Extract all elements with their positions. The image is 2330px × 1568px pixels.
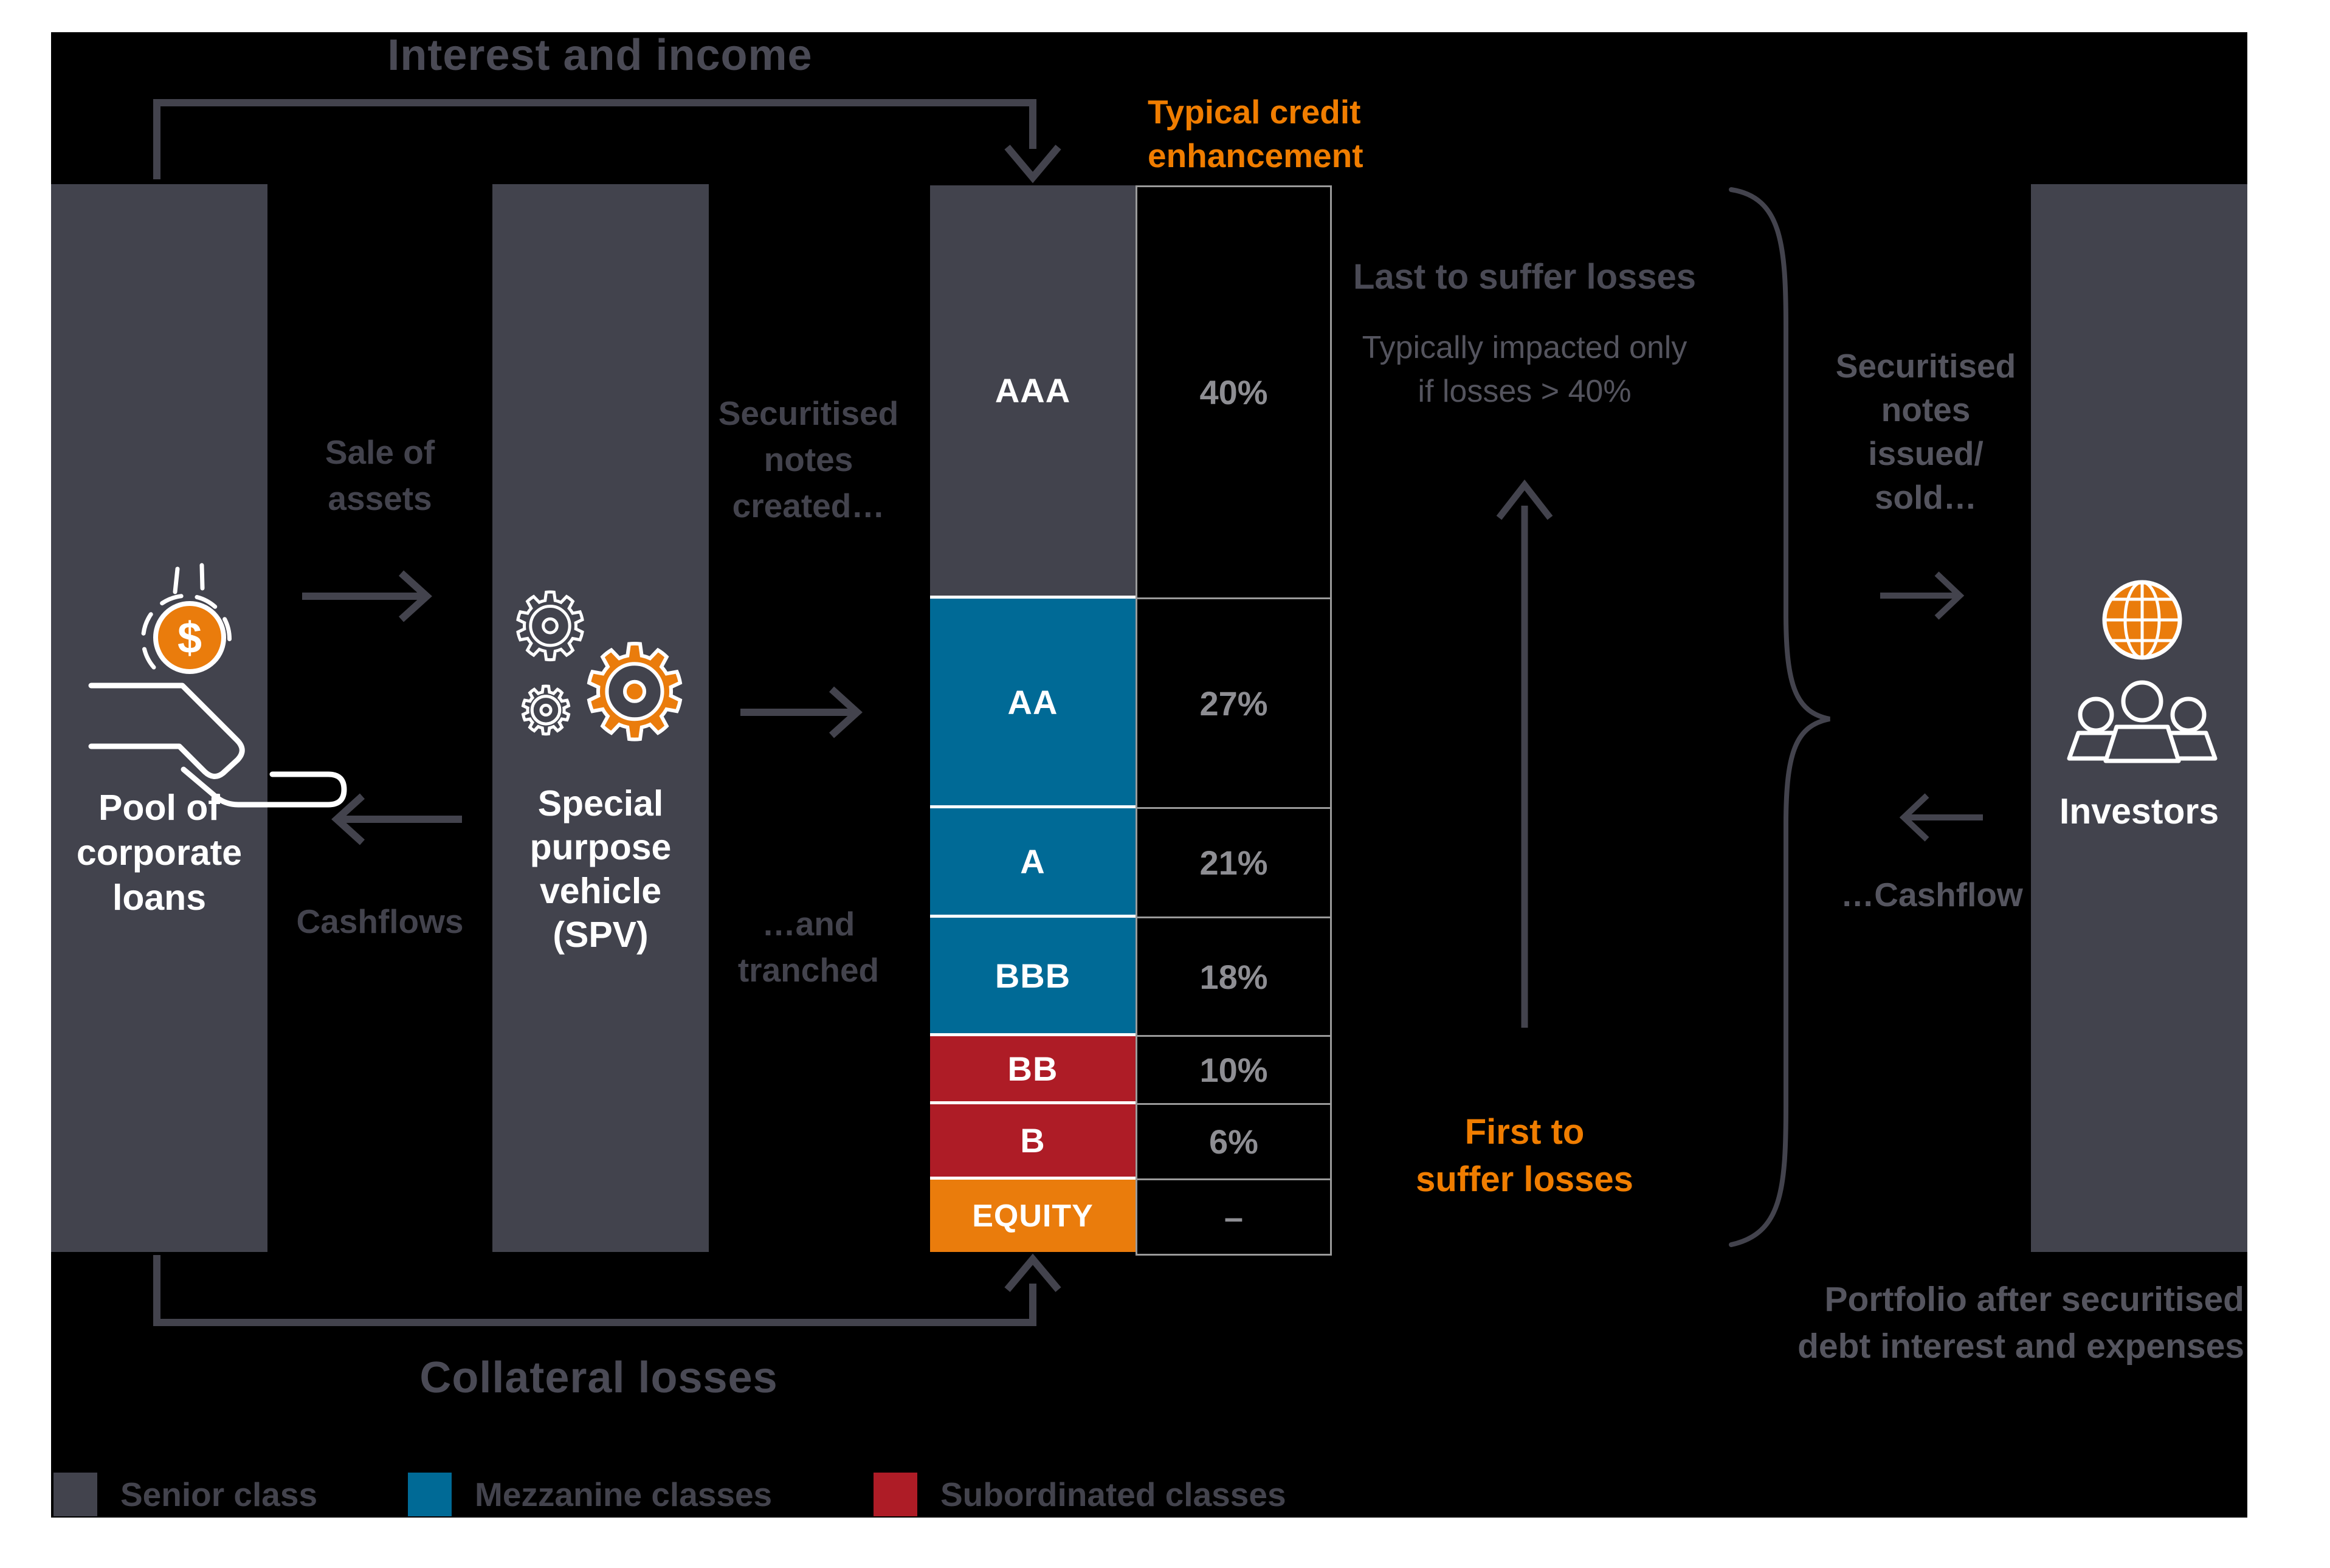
label-line: notes [763,441,853,478]
tranche-stack: AAA AA A BBB BB B EQUITY [930,185,1136,1252]
mezzanine-swatch [408,1473,452,1516]
label-line: Portfolio after securitised [1824,1280,2245,1319]
last-to-suffer-detail: Typically impacted only if losses > 40% [1312,326,1737,413]
pool-label: Pool of corporate loans [57,785,261,920]
tranche-row-aaa: AAA [930,185,1136,596]
investors-label: Investors [2059,791,2219,831]
label-line: loans [112,878,207,918]
pct-cell: 10% [1137,1035,1330,1103]
tranche-row-equity: EQUITY [930,1177,1136,1252]
label-line: Pool of [98,788,220,828]
label-line: …and [762,905,855,943]
pct-cell: 6% [1137,1103,1330,1178]
label-line: Sale of [325,433,435,471]
label-line: (SPV) [553,915,649,955]
legend-item-mezzanine: Mezzanine classes [408,1473,772,1516]
label-line: debt interest and expenses [1797,1327,2244,1366]
legend-label: Senior class [120,1476,318,1513]
pct-cell: 21% [1137,807,1330,916]
first-to-suffer-label: First to suffer losses [1373,1109,1677,1203]
pool-column [51,184,267,1252]
cashflow-return-label: …Cashflow [1841,876,2023,913]
subordinated-swatch [874,1473,917,1516]
label-line: if losses > 40% [1418,374,1632,409]
tranche-row-bb: BB [930,1033,1136,1101]
tranche-label: EQUITY [972,1198,1094,1234]
label-line: vehicle [539,871,662,911]
label-line: notes [1881,391,1971,428]
tranche-label: AAA [994,371,1071,410]
label-line: Special [537,783,664,824]
label-line: assets [328,480,432,517]
label-line: created… [732,487,885,524]
senior-swatch [53,1473,97,1516]
pct-cell: 40% [1199,373,1268,411]
gear-icon: ⚙ [515,673,576,748]
credit-enhancement-table: 40% 27% 21% 18% 10% 6% – [1136,185,1332,1256]
portfolio-note: Portfolio after securitised debt interes… [1636,1276,2244,1370]
investors-column [2031,184,2247,1252]
legend-item-senior: Senior class [53,1473,317,1516]
tranche-row-b: B [930,1101,1136,1177]
tranche-label: BB [1007,1050,1058,1088]
legend-label: Subordinated classes [940,1476,1286,1513]
notes-created-label: Securitised notes created… [717,390,900,529]
credit-enhancement-header: Typical credit enhancement [1148,90,1403,177]
legend-item-subordinated: Subordinated classes [874,1473,1286,1516]
title-interest-income: Interest and income [387,31,813,80]
title-collateral-losses: Collateral losses [419,1353,778,1402]
label-line: enhancement [1148,137,1363,174]
label-line: First to [1464,1112,1585,1152]
spv-column [492,184,709,1252]
label-line: corporate [76,833,243,873]
tranche-label: A [1020,842,1046,881]
sale-of-assets-label: Sale of assets [280,429,480,521]
gear-icon: ⚙ [575,617,694,768]
and-tranched-label: …and tranched [717,901,900,993]
tranche-row-aa: AA [930,596,1136,805]
label-line: Securitised [718,394,899,432]
spv-label: Special purpose vehicle (SPV) [498,782,703,957]
label-line: suffer losses [1416,1160,1633,1199]
tranche-label: BBB [994,956,1071,995]
label-line: Typical credit [1148,93,1361,131]
tranche-row-a: A [930,805,1136,915]
cashflows-label: Cashflows [296,903,464,940]
label-line: Securitised [1835,347,2016,385]
tranche-label: AA [1007,683,1058,721]
label-line: issued/ [1868,435,1984,472]
label-line: tranched [737,951,880,989]
pct-cell: 18% [1137,916,1330,1035]
label-line: sold… [1874,478,1977,516]
tranche-row-bbb: BBB [930,915,1136,1033]
label-line: purpose [529,827,672,867]
label-line: Typically impacted only [1362,330,1687,365]
gear-icon: ⚙ [508,574,593,680]
legend-label: Mezzanine classes [475,1476,773,1513]
last-to-suffer-label: Last to suffer losses [1353,257,1697,297]
notes-issued-label: Securitised notes issued/ sold… [1835,344,2017,519]
pct-cell: 27% [1137,597,1330,807]
tranche-label: B [1020,1121,1046,1160]
pct-cell: – [1137,1178,1330,1254]
